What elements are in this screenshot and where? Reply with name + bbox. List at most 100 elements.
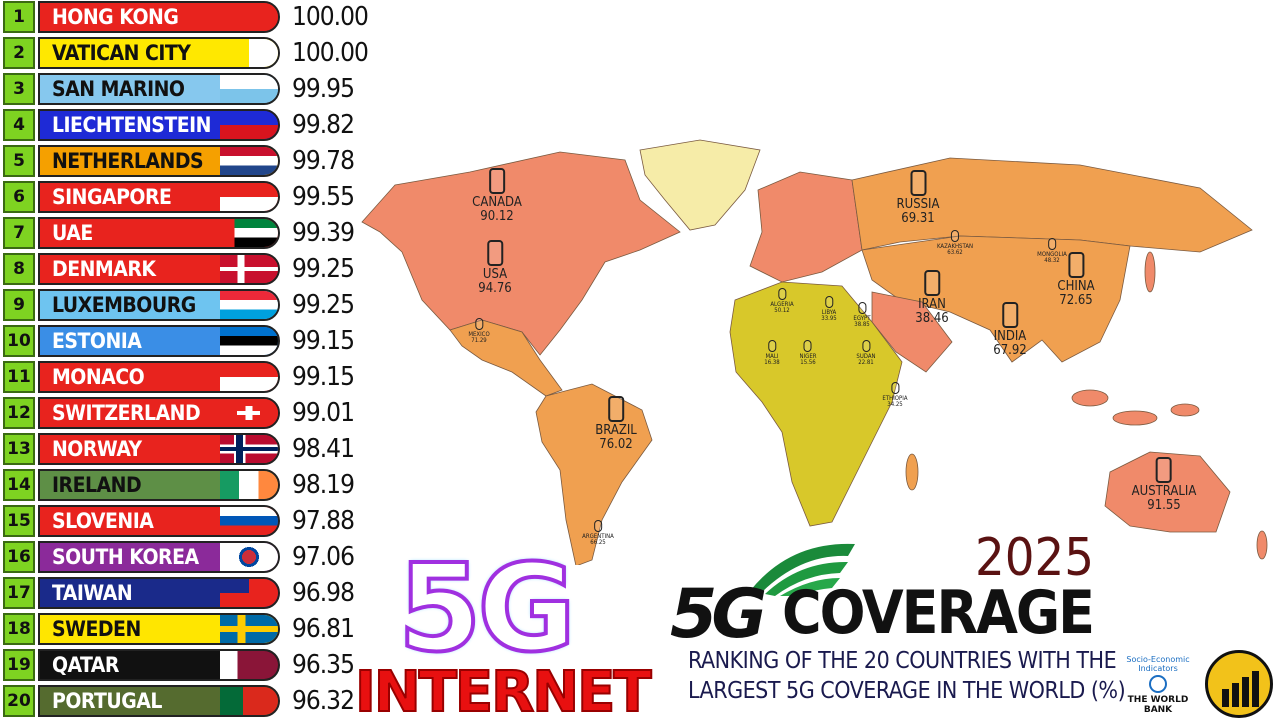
map-label: BRAZIL 76.02 bbox=[595, 396, 637, 451]
rank-badge: 1 bbox=[3, 1, 35, 33]
map-label: EGYPT 38.85 bbox=[853, 302, 871, 329]
ranking-row: 10 ESTONIA 99.15 bbox=[0, 324, 370, 358]
norway-flag-icon bbox=[220, 435, 278, 463]
coverage-value: 96.35 bbox=[292, 650, 355, 680]
ranking-row: 16 SOUTH KOREA 97.06 bbox=[0, 540, 370, 574]
phone-signal-icon bbox=[777, 288, 786, 300]
coverage-value: 100.00 bbox=[292, 38, 369, 68]
map-country-name: LIBYA bbox=[821, 309, 837, 316]
map-country-name: IRAN bbox=[918, 297, 946, 312]
source-org: THE WORLD BANK bbox=[1127, 695, 1189, 715]
map-label: LIBYA 33.95 bbox=[821, 296, 837, 323]
rank-badge: 7 bbox=[3, 217, 35, 249]
map-new-zealand bbox=[1256, 530, 1268, 560]
country-bar: SAN MARINO bbox=[38, 73, 280, 105]
coverage-value: 99.25 bbox=[292, 290, 355, 320]
rank-badge: 10 bbox=[3, 325, 35, 357]
ranking-row: 18 SWEDEN 96.81 bbox=[0, 612, 370, 646]
map-indonesia bbox=[1170, 403, 1200, 417]
ranking-row: 12 SWITZERLAND 99.01 bbox=[0, 396, 370, 430]
map-country-name: CANADA bbox=[472, 195, 522, 210]
map-label: ARGENTINA 66.25 bbox=[582, 520, 614, 547]
map-country-name: NIGER bbox=[799, 353, 817, 360]
map-country-value: 16.38 bbox=[764, 359, 780, 367]
coverage-value: 99.01 bbox=[292, 398, 355, 428]
map-label: CHINA 72.65 bbox=[1057, 252, 1095, 307]
ranking-row: 2 VATICAN CITY 100.00 bbox=[0, 36, 370, 70]
map-north-america bbox=[361, 151, 681, 356]
luxembourg-flag-icon bbox=[220, 291, 278, 319]
ranking-row: 17 TAIWAN 96.98 bbox=[0, 576, 370, 610]
slovenia-flag-icon bbox=[220, 507, 278, 535]
map-country-value: 76.02 bbox=[599, 436, 633, 452]
map-country-name: ALGERIA bbox=[770, 301, 794, 308]
ranking-row: 4 LIECHTENSTEIN 99.82 bbox=[0, 108, 370, 142]
country-bar: LUXEMBOURG bbox=[38, 289, 280, 321]
ranking-row: 1 HONG KONG 100.00 bbox=[0, 0, 370, 34]
monaco-flag-icon bbox=[220, 363, 278, 391]
phone-signal-icon bbox=[923, 270, 940, 296]
map-country-name: KAZAKHSTAN bbox=[936, 243, 974, 250]
country-bar: SWEDEN bbox=[38, 613, 280, 645]
switzerland-flag-icon bbox=[220, 399, 278, 427]
country-bar: SINGAPORE bbox=[38, 181, 280, 213]
internet-graphic: INTERNET bbox=[354, 659, 653, 725]
country-bar: SLOVENIA bbox=[38, 505, 280, 537]
world-bank-logo: Socio-Economic Indicators THE WORLD BANK bbox=[1118, 655, 1198, 715]
ranking-row: 7 UAE 99.39 bbox=[0, 216, 370, 250]
coverage-value: 96.32 bbox=[292, 686, 355, 716]
country-name: DENMARK bbox=[52, 257, 156, 281]
country-name: SAN MARINO bbox=[52, 77, 185, 101]
coverage-value: 99.15 bbox=[292, 326, 355, 356]
qatar-flag-icon bbox=[220, 651, 278, 679]
phone-signal-icon bbox=[824, 296, 833, 308]
country-name: SWEDEN bbox=[52, 617, 141, 641]
country-bar: TAIWAN bbox=[38, 577, 280, 609]
country-name: VATICAN CITY bbox=[52, 41, 191, 65]
coverage-value: 96.98 bbox=[292, 578, 355, 608]
subtitle-line-1: RANKING OF THE 20 COUNTRIES WITH THE bbox=[688, 648, 1117, 674]
country-bar: HONG KONG bbox=[38, 1, 280, 33]
coverage-value: 99.78 bbox=[292, 146, 355, 176]
ranking-row: 3 SAN MARINO 99.95 bbox=[0, 72, 370, 106]
title-year: 2025 bbox=[975, 528, 1095, 588]
country-bar: NETHERLANDS bbox=[38, 145, 280, 177]
phone-signal-icon bbox=[1156, 457, 1172, 483]
country-name: SOUTH KOREA bbox=[52, 545, 199, 569]
rank-badge: 6 bbox=[3, 181, 35, 213]
rank-badge: 9 bbox=[3, 289, 35, 321]
ranking-row: 13 NORWAY 98.41 bbox=[0, 432, 370, 466]
map-central-america bbox=[449, 319, 563, 397]
ranking-row: 15 SLOVENIA 97.88 bbox=[0, 504, 370, 538]
rank-badge: 5 bbox=[3, 145, 35, 177]
map-country-value: 38.85 bbox=[854, 321, 870, 329]
ranking-row: 6 SINGAPORE 99.55 bbox=[0, 180, 370, 214]
ranking-row: 11 MONACO 99.15 bbox=[0, 360, 370, 394]
map-country-value: 94.76 bbox=[478, 280, 512, 296]
phone-signal-icon bbox=[858, 302, 866, 314]
uae-flag-icon bbox=[220, 219, 278, 247]
taiwan-flag-icon bbox=[220, 579, 278, 607]
map-country-value: 22.81 bbox=[858, 359, 874, 367]
map-label: IRAN 38.46 bbox=[915, 270, 949, 325]
coverage-value: 97.88 bbox=[292, 506, 355, 536]
rank-badge: 20 bbox=[3, 685, 35, 717]
rank-badge: 8 bbox=[3, 253, 35, 285]
rank-badge: 19 bbox=[3, 649, 35, 681]
globe-icon bbox=[1149, 675, 1167, 693]
map-label: RUSSIA 69.31 bbox=[897, 170, 940, 225]
map-label: MEXICO 71.29 bbox=[468, 318, 490, 345]
phone-signal-icon bbox=[803, 340, 812, 352]
rank-badge: 18 bbox=[3, 613, 35, 645]
rank-badge: 4 bbox=[3, 109, 35, 141]
map-country-name: ETHIOPIA bbox=[882, 395, 908, 402]
signal-waves-icon bbox=[750, 543, 855, 596]
portugal-flag-icon bbox=[220, 687, 278, 715]
coverage-value: 99.15 bbox=[292, 362, 355, 392]
map-label: CANADA 90.12 bbox=[472, 168, 522, 223]
country-name: SINGAPORE bbox=[52, 185, 172, 209]
denmark-flag-icon bbox=[220, 255, 278, 283]
map-country-value: 91.55 bbox=[1147, 497, 1181, 513]
title-coverage: COVERAGE bbox=[782, 578, 1095, 648]
map-country-value: 90.12 bbox=[480, 208, 514, 224]
